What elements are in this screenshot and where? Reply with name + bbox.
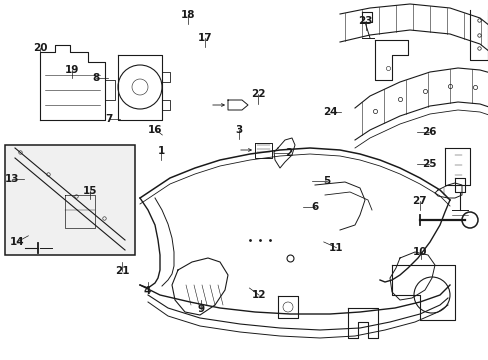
Text: 24: 24	[322, 107, 337, 117]
Text: 16: 16	[148, 125, 163, 135]
Text: 20: 20	[33, 42, 47, 53]
Text: 3: 3	[235, 125, 242, 135]
Text: 7: 7	[104, 114, 112, 124]
Text: 9: 9	[198, 304, 204, 314]
Text: 5: 5	[323, 176, 329, 186]
Text: 14: 14	[10, 237, 24, 247]
Text: 17: 17	[198, 33, 212, 43]
Text: 6: 6	[311, 202, 318, 212]
Text: 12: 12	[251, 290, 266, 300]
Text: 27: 27	[411, 196, 426, 206]
Text: 1: 1	[158, 146, 164, 156]
Text: 15: 15	[83, 186, 98, 196]
Text: 18: 18	[181, 10, 195, 20]
Text: 11: 11	[328, 243, 343, 253]
Bar	[5, 145, 135, 255]
Text: 25: 25	[421, 159, 436, 169]
Text: 8: 8	[92, 73, 99, 84]
Text: 13: 13	[5, 174, 20, 184]
Text: 10: 10	[412, 247, 427, 257]
Text: 19: 19	[65, 65, 80, 75]
Text: 4: 4	[143, 286, 151, 296]
Text: 22: 22	[250, 89, 265, 99]
Text: 23: 23	[358, 16, 372, 26]
Text: 2: 2	[285, 148, 291, 158]
Text: 21: 21	[115, 266, 129, 276]
Text: 26: 26	[421, 127, 436, 138]
